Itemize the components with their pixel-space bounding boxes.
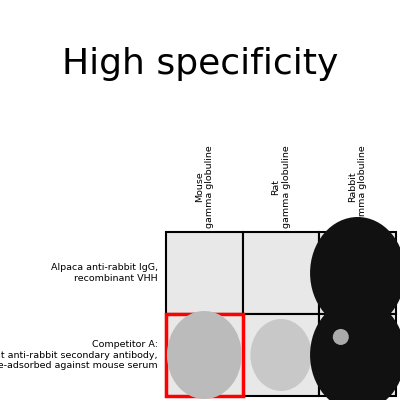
- FancyBboxPatch shape: [319, 232, 396, 314]
- Text: High specificity: High specificity: [62, 47, 338, 81]
- Text: Rabbit
gamma globuline: Rabbit gamma globuline: [348, 145, 367, 228]
- Circle shape: [333, 329, 349, 345]
- Text: Mouse
gamma globuline: Mouse gamma globuline: [195, 145, 214, 228]
- Text: Competitor A:
Goat anti-rabbit secondary antibody,
pre-adsorbed against mouse se: Competitor A: Goat anti-rabbit secondary…: [0, 340, 158, 370]
- Ellipse shape: [310, 217, 400, 329]
- Ellipse shape: [167, 311, 242, 399]
- Text: Alpaca anti-rabbit IgG,
recombinant VHH: Alpaca anti-rabbit IgG, recombinant VHH: [51, 263, 158, 283]
- FancyBboxPatch shape: [243, 314, 319, 396]
- FancyBboxPatch shape: [319, 314, 396, 396]
- FancyBboxPatch shape: [166, 314, 243, 396]
- FancyBboxPatch shape: [166, 232, 243, 314]
- Ellipse shape: [250, 319, 312, 391]
- Text: Rat
gamma globuline: Rat gamma globuline: [271, 145, 291, 228]
- FancyBboxPatch shape: [166, 314, 243, 396]
- Ellipse shape: [310, 299, 400, 400]
- FancyBboxPatch shape: [243, 232, 319, 314]
